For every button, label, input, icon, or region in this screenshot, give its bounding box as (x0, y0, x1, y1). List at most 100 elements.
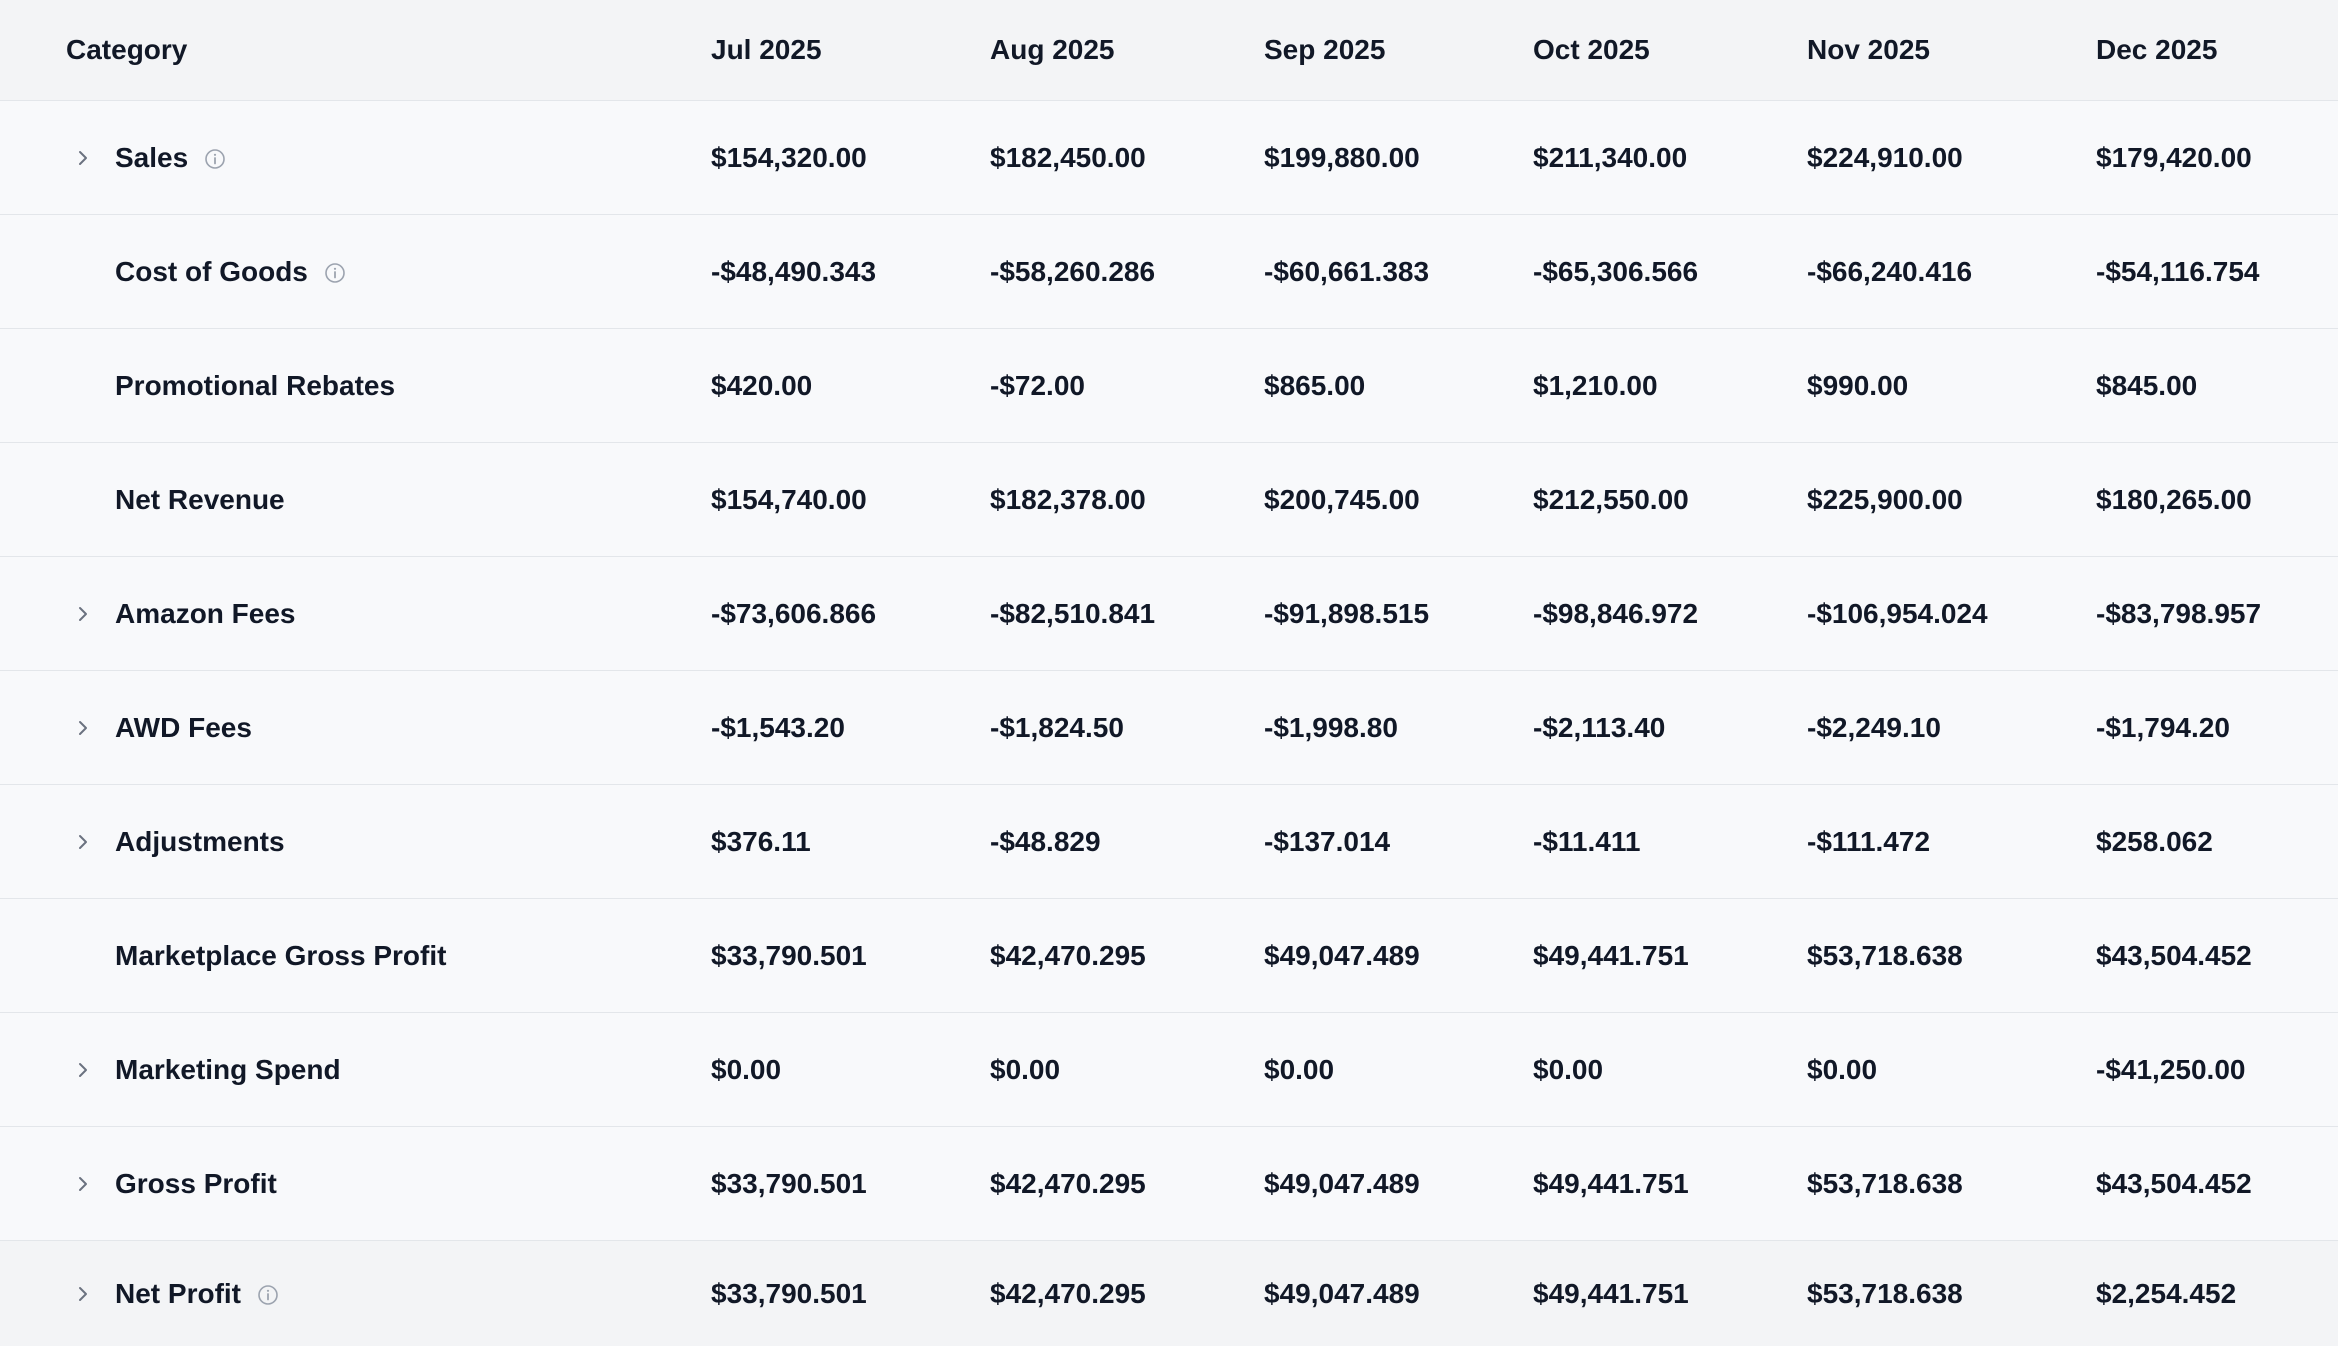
value-cell: $180,265.00 (2096, 483, 2252, 515)
column-header[interactable]: Nov 2025 (1807, 34, 1930, 65)
row-label-text: Amazon Fees (115, 597, 296, 629)
column-header[interactable]: Jul 2025 (711, 34, 822, 65)
column-header[interactable]: Dec 2025 (2096, 34, 2218, 65)
value-cell: $200,745.00 (1264, 483, 1420, 515)
value-cell: $179,420.00 (2096, 141, 2252, 173)
row-label-text: Cost of Goods (115, 255, 308, 287)
value-cell: -$41,250.00 (2096, 1053, 2246, 1085)
value-cell: -$66,240.416 (1807, 255, 1973, 287)
value-cell: $154,320.00 (711, 141, 867, 173)
value-cell: $211,340.00 (1533, 141, 1688, 173)
row-label-text: Marketing Spend (115, 1053, 341, 1085)
row-label: Amazon Fees (115, 598, 296, 630)
value-cell: $2,254.452 (2096, 1277, 2237, 1309)
info-icon[interactable] (204, 148, 226, 170)
value-cell: $990.00 (1807, 369, 1909, 401)
value-cell: -$106,954.024 (1807, 597, 1988, 629)
value-cell: $53,718.638 (1807, 939, 1963, 971)
table-row: Cost of Goods -$48,490.343 -$58,260.286 -$6… (0, 215, 2338, 329)
value-cell: -$111.472 (1807, 825, 1931, 857)
value-cell: $154,740.00 (711, 483, 867, 515)
value-cell: $199,880.00 (1264, 141, 1420, 173)
value-cell: $0.00 (1533, 1053, 1604, 1085)
value-cell: -$1,794.20 (2096, 711, 2230, 743)
table-row: Marketplace Gross Profit $33,790.501 $42,4… (0, 899, 2338, 1013)
row-label-text: Marketplace Gross Profit (115, 939, 447, 971)
table-row: Net Revenue $154,740.00 $182,378.00 $200,74… (0, 443, 2338, 557)
value-cell: -$83,798.957 (2096, 597, 2262, 629)
value-cell: $42,470.295 (990, 1277, 1146, 1309)
expand-chevron[interactable] (72, 1283, 94, 1305)
value-cell: $258.062 (2096, 825, 2213, 857)
value-cell: $224,910.00 (1807, 141, 1963, 173)
row-label: Promotional Rebates (115, 370, 395, 402)
table-row: Adjustments $376.11 -$48.829 -$137.014 -$11.… (0, 785, 2338, 899)
row-label-text: Net Revenue (115, 483, 285, 515)
value-cell: $865.00 (1264, 369, 1366, 401)
value-cell: -$2,113.40 (1533, 711, 1666, 743)
value-cell: $33,790.501 (711, 1167, 867, 1199)
info-icon[interactable] (324, 262, 346, 284)
value-cell: -$137.014 (1264, 825, 1391, 857)
value-cell: -$1,824.50 (990, 711, 1124, 743)
table-row: Sales $154,320.00 $182,450.00 $199,880.00 $2… (0, 101, 2338, 215)
value-cell: $49,441.751 (1533, 1277, 1689, 1309)
row-label: Gross Profit (115, 1168, 277, 1200)
value-cell: $0.00 (990, 1053, 1061, 1085)
value-cell: $43,504.452 (2096, 1167, 2252, 1199)
value-cell: -$91,898.515 (1264, 597, 1430, 629)
value-cell: -$11.411 (1533, 825, 1641, 857)
row-label-text: Adjustments (115, 825, 285, 857)
info-icon[interactable] (257, 1284, 279, 1306)
expand-chevron[interactable] (72, 147, 94, 169)
row-label: Sales (115, 142, 226, 174)
value-cell: -$65,306.566 (1533, 255, 1699, 287)
value-cell: $53,718.638 (1807, 1277, 1963, 1309)
row-label: Marketplace Gross Profit (115, 940, 446, 972)
table-row: Net Profit $33,790.501 $42,470.295 $49,047.… (0, 1241, 2338, 1346)
expand-chevron[interactable] (72, 603, 94, 625)
value-cell: -$82,510.841 (990, 597, 1156, 629)
column-header[interactable]: Oct 2025 (1533, 34, 1650, 65)
value-cell: -$60,661.383 (1264, 255, 1430, 287)
value-cell: $845.00 (2096, 369, 2198, 401)
row-label-text: Net Profit (115, 1277, 241, 1309)
column-header[interactable]: Sep 2025 (1264, 34, 1386, 65)
value-cell: $42,470.295 (990, 939, 1146, 971)
value-cell: $420.00 (711, 369, 813, 401)
value-cell: -$48.829 (990, 825, 1101, 857)
value-cell: $43,504.452 (2096, 939, 2252, 971)
value-cell: $0.00 (1807, 1053, 1878, 1085)
value-cell: -$1,543.20 (711, 711, 845, 743)
value-cell: $0.00 (711, 1053, 782, 1085)
value-cell: $225,900.00 (1807, 483, 1963, 515)
value-cell: -$58,260.286 (990, 255, 1156, 287)
row-label-text: Promotional Rebates (115, 369, 396, 401)
value-cell: $49,047.489 (1264, 1277, 1420, 1309)
row-label: AWD Fees (115, 712, 252, 744)
expand-chevron[interactable] (72, 1059, 94, 1081)
value-cell: $182,450.00 (990, 141, 1146, 173)
row-label-text: Sales (115, 141, 189, 173)
value-cell: -$2,249.10 (1807, 711, 1941, 743)
value-cell: -$72.00 (990, 369, 1085, 401)
table-row: Gross Profit $33,790.501 $42,470.295 $49,04… (0, 1127, 2338, 1241)
column-header[interactable]: Aug 2025 (990, 34, 1115, 65)
header-row: Category Jul 2025 Aug 2025 Sep 2025 Oct 2025… (0, 0, 2338, 101)
value-cell: $182,378.00 (990, 483, 1146, 515)
row-label: Net Revenue (115, 484, 285, 516)
column-header: Category (66, 34, 188, 65)
value-cell: $53,718.638 (1807, 1167, 1963, 1199)
table-row: Marketing Spend $0.00 $0.00 $0.00 $0.00 $0.00… (0, 1013, 2338, 1127)
table-row: AWD Fees -$1,543.20 -$1,824.50 -$1,998.80 -$… (0, 671, 2338, 785)
value-cell: $33,790.501 (711, 1277, 867, 1309)
value-cell: $376.11 (711, 825, 811, 857)
expand-chevron[interactable] (72, 1173, 94, 1195)
expand-chevron[interactable] (72, 831, 94, 853)
value-cell: $49,441.751 (1533, 939, 1689, 971)
value-cell: $42,470.295 (990, 1167, 1146, 1199)
value-cell: $49,441.751 (1533, 1167, 1689, 1199)
value-cell: $0.00 (1264, 1053, 1335, 1085)
expand-chevron[interactable] (72, 717, 94, 739)
